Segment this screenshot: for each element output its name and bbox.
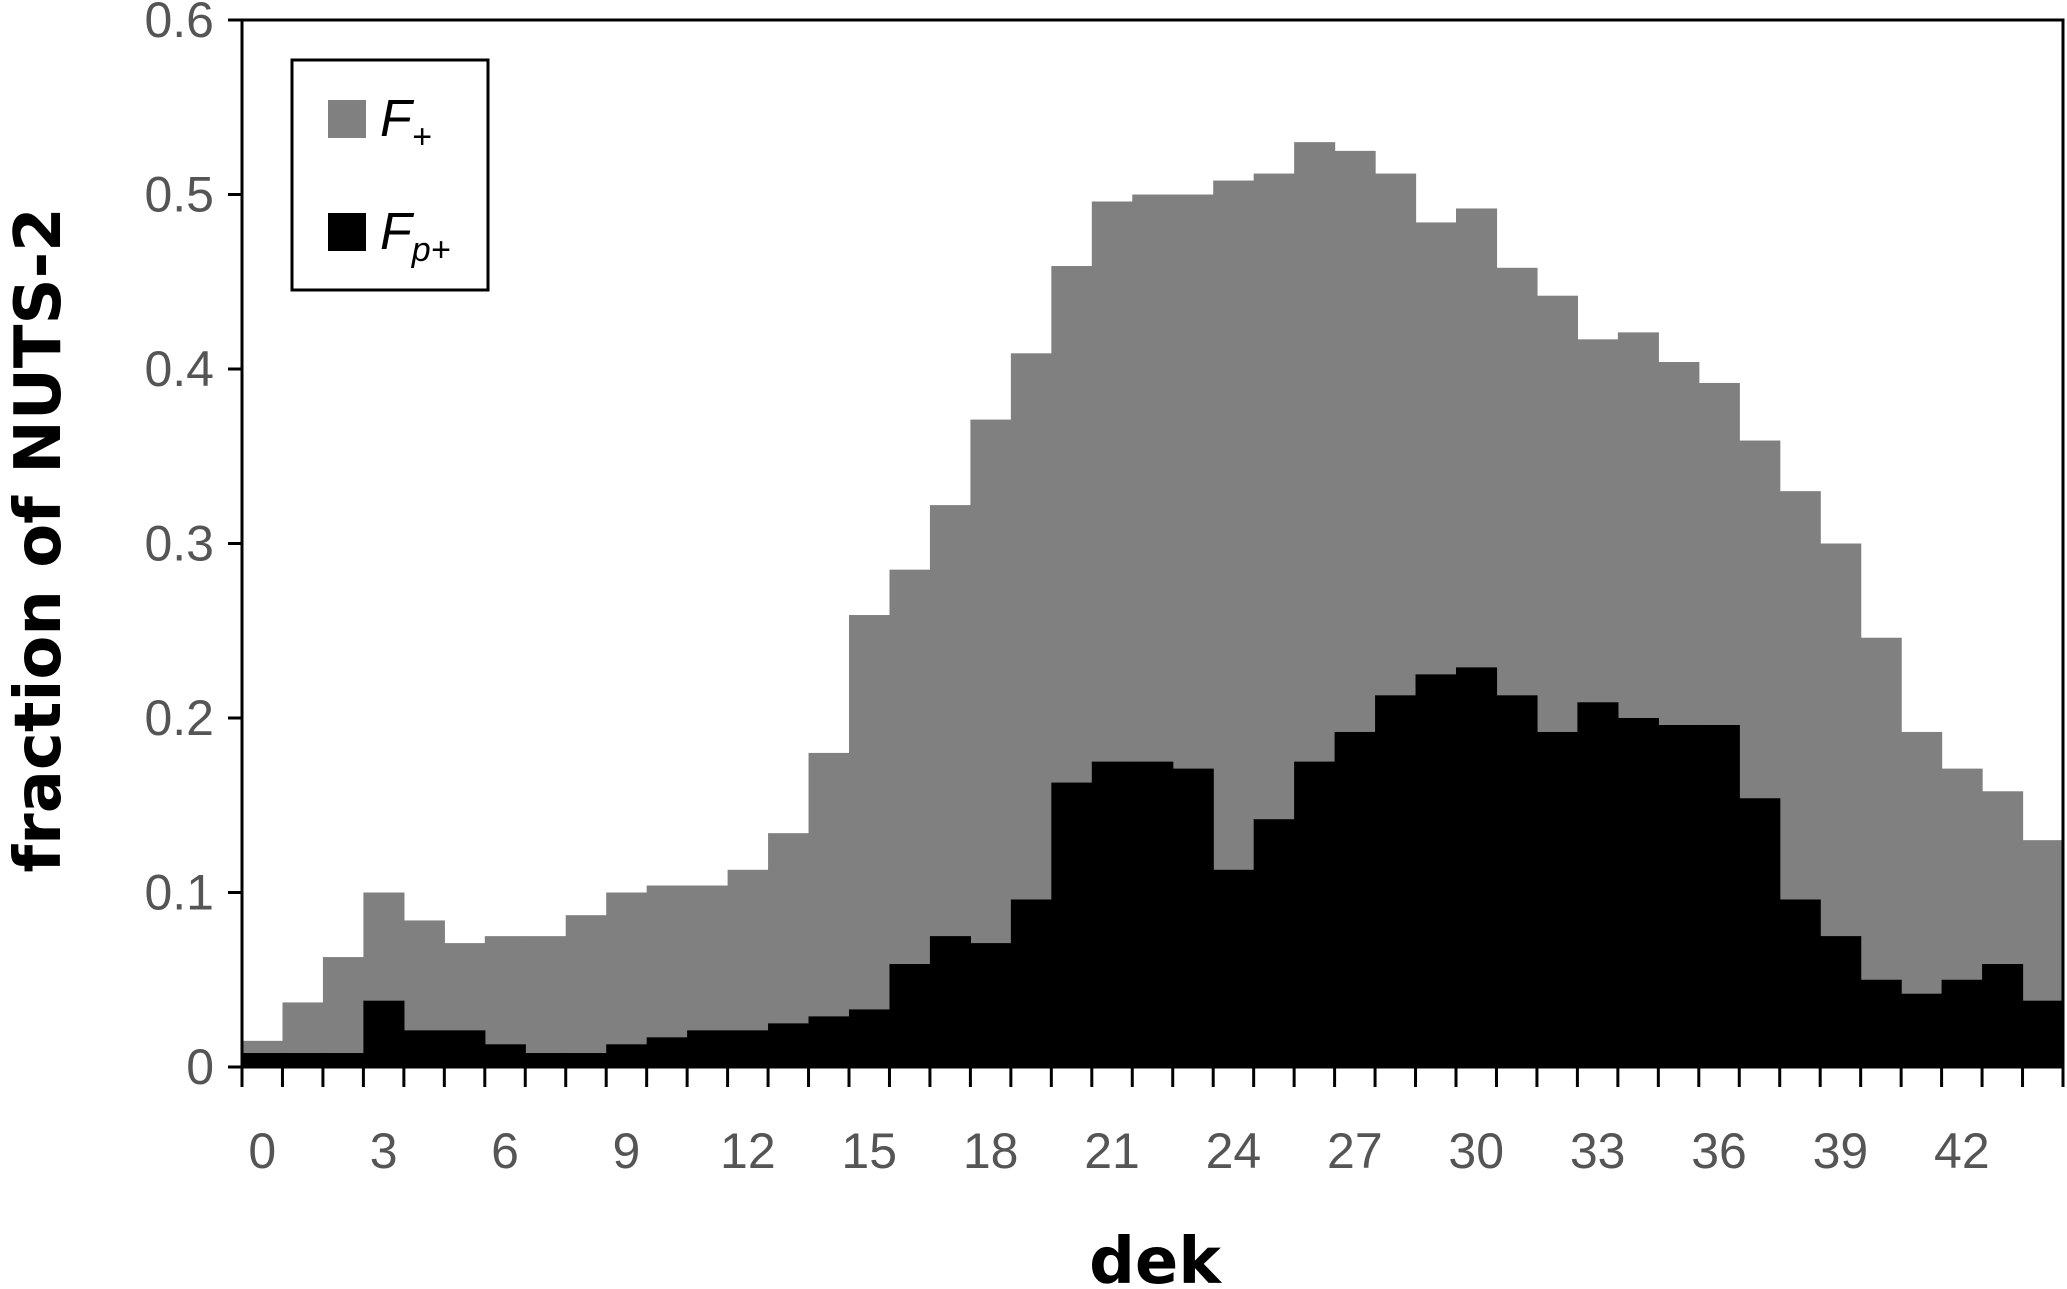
bar-f-p-plus-41	[1901, 993, 1943, 1067]
bar-f-p-plus-2	[322, 1053, 364, 1067]
bar-f-plus-9	[606, 892, 648, 1067]
x-tick-label-21: 21	[1084, 1123, 1140, 1179]
bar-f-p-plus-27	[1334, 731, 1376, 1067]
bar-f-p-plus-6	[484, 1044, 526, 1067]
bar-f-p-plus-1	[282, 1053, 324, 1067]
bar-f-p-plus-7	[525, 1053, 567, 1067]
bar-f-p-plus-39	[1820, 936, 1862, 1068]
x-tick-label-0: 0	[248, 1123, 276, 1179]
bar-f-p-plus-43	[1982, 964, 2024, 1067]
bar-f-p-plus-10	[646, 1037, 688, 1067]
bar-f-p-plus-28	[1375, 695, 1417, 1067]
bar-f-p-plus-12	[727, 1030, 769, 1067]
bar-f-p-plus-36	[1698, 724, 1740, 1067]
x-tick-label-24: 24	[1206, 1123, 1262, 1179]
legend-box	[290, 58, 490, 292]
x-tick-label-12: 12	[720, 1123, 776, 1179]
axes	[228, 18, 2065, 1087]
y-tick-label-0.2: 0.2	[144, 690, 214, 746]
y-axis-title: fraction of NUTS-2	[2, 207, 76, 872]
bar-f-p-plus-25	[1253, 819, 1295, 1067]
bar-f-p-plus-5	[444, 1030, 486, 1067]
x-tick-label-27: 27	[1327, 1123, 1383, 1179]
bar-f-p-plus-33	[1577, 702, 1619, 1067]
bar-f-p-plus-19	[1010, 899, 1052, 1067]
legend-swatch-f-plus	[328, 100, 366, 138]
bar-f-p-plus-24	[1213, 869, 1255, 1067]
bar-f-p-plus-11	[687, 1030, 729, 1067]
y-tick-label-0.1: 0.1	[144, 865, 214, 921]
bar-f-p-plus-8	[565, 1053, 607, 1067]
bar-f-plus-10	[646, 885, 688, 1067]
bar-f-p-plus-9	[606, 1044, 648, 1067]
bar-f-p-plus-3	[363, 1000, 405, 1067]
x-tick-label-6: 6	[491, 1123, 519, 1179]
bar-f-p-plus-42	[1941, 979, 1983, 1067]
bar-f-p-plus-38	[1779, 899, 1821, 1067]
y-tick-label-0.6: 0.6	[144, 0, 214, 48]
x-tick-label-42: 42	[1934, 1123, 1990, 1179]
bar-f-p-plus-4	[403, 1030, 445, 1067]
legend-label-f-plus: F+	[380, 90, 432, 156]
x-tick-label-30: 30	[1448, 1123, 1504, 1179]
bar-f-p-plus-35	[1658, 724, 1700, 1067]
x-tick-label-33: 33	[1570, 1123, 1626, 1179]
x-tick-label-39: 39	[1813, 1123, 1869, 1179]
bar-f-p-plus-30	[1456, 667, 1498, 1067]
y-tick-label-0.5: 0.5	[144, 167, 214, 223]
legend: F+ Fp+	[290, 58, 490, 292]
x-tick-label-3: 3	[370, 1123, 398, 1179]
bar-f-p-plus-44	[2022, 1000, 2064, 1067]
x-tick-labels: 0 3 6 9 12 15 18 21 24 27 30 33 36 39 42	[248, 1123, 1989, 1179]
bar-f-p-plus-26	[1294, 761, 1336, 1068]
bar-f-p-plus-21	[1091, 761, 1133, 1068]
bar-f-plus-15	[849, 615, 891, 1067]
y-tick-label-0.3: 0.3	[144, 516, 214, 572]
f-p-plus-series	[242, 667, 2064, 1068]
y-tick-label-0.4: 0.4	[144, 341, 214, 397]
bar-f-p-plus-37	[1739, 798, 1781, 1067]
bar-f-p-plus-14	[808, 1016, 850, 1067]
bar-f-plus-2	[322, 957, 364, 1067]
bar-f-p-plus-32	[1536, 731, 1578, 1067]
bar-f-p-plus-40	[1860, 979, 1902, 1067]
x-tick-label-15: 15	[841, 1123, 897, 1179]
x-tick-label-9: 9	[613, 1123, 641, 1179]
bar-f-p-plus-31	[1496, 695, 1538, 1067]
bar-f-p-plus-20	[1051, 782, 1093, 1067]
bar-f-p-plus-0	[242, 1053, 284, 1067]
bar-f-p-plus-15	[849, 1009, 891, 1067]
y-tick-labels: 0 0.1 0.2 0.3 0.4 0.5 0.6	[144, 0, 214, 1095]
y-tick-label-0: 0	[186, 1039, 214, 1095]
bar-f-p-plus-18	[970, 943, 1012, 1067]
x-tick-label-36: 36	[1691, 1123, 1747, 1179]
bar-f-plus-8	[565, 915, 607, 1067]
bar-f-p-plus-34	[1617, 718, 1659, 1067]
bar-f-p-plus-16	[889, 964, 931, 1067]
bar-f-p-plus-29	[1415, 674, 1457, 1068]
bar-f-p-plus-13	[768, 1023, 810, 1068]
bar-f-plus-14	[808, 752, 850, 1067]
x-axis-title: dek	[1089, 1225, 1222, 1289]
bar-f-p-plus-22	[1132, 761, 1174, 1068]
legend-swatch-f-p-plus	[328, 213, 366, 251]
bar-f-plus-7	[525, 936, 567, 1068]
bar-f-p-plus-23	[1172, 768, 1214, 1067]
x-tick-label-18: 18	[963, 1123, 1019, 1179]
bar-f-p-plus-17	[929, 936, 971, 1068]
legend-label-f-p-plus: Fp+	[380, 203, 451, 269]
